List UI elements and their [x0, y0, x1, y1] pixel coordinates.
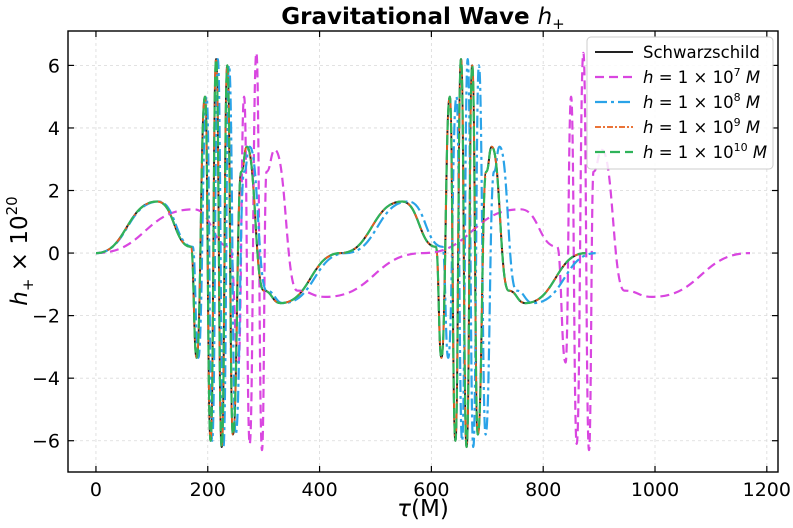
- x-tick-label: 200: [190, 479, 226, 501]
- legend-label: h = 1 × 108 M: [643, 91, 760, 112]
- x-axis-label: τ(M): [397, 496, 449, 522]
- legend-label: h = 1 × 109 M: [643, 116, 760, 137]
- y-tick-label: −4: [32, 368, 60, 390]
- chart-title-text: Gravitational Wave: [281, 4, 537, 30]
- y-axis-exponent: 20: [3, 196, 21, 215]
- chart-title-math: h: [538, 4, 553, 30]
- x-tick-label: 1200: [743, 479, 791, 501]
- series-group: [95, 51, 751, 452]
- y-axis-symbol-sub: +: [19, 279, 37, 292]
- legend-label: Schwarzschild: [643, 43, 760, 62]
- series-line-1: [95, 51, 751, 452]
- axis-ticks: 0 200 400 600 800 1000 1200 −6 −4 −2 0 2 4 6: [32, 31, 791, 501]
- legend-label: h = 1 × 1010 M: [643, 141, 767, 162]
- x-tick-label: 800: [525, 479, 561, 501]
- y-tick-label: 4: [48, 118, 60, 140]
- y-axis-symbol: h: [7, 291, 33, 306]
- y-tick-label: 0: [48, 243, 60, 265]
- y-tick-label: 6: [48, 55, 60, 77]
- legend-label: h = 1 × 107 M: [643, 66, 760, 87]
- chart-title-math-sub: +: [552, 15, 565, 33]
- legend: Schwarzschild h = 1 × 107 M h = 1 × 108 M h…: [586, 36, 774, 170]
- series-line-4: [95, 58, 586, 449]
- y-tick-label: 2: [48, 181, 60, 203]
- plot-frame: [67, 30, 779, 473]
- x-axis-unit: (M): [411, 496, 449, 522]
- legend-box: [586, 36, 774, 170]
- y-axis-label: h+ × 1020: [3, 196, 37, 305]
- chart-title: Gravitational Wave h+: [281, 4, 564, 33]
- x-axis-symbol: τ: [397, 496, 411, 522]
- x-tick-label: 1000: [631, 479, 679, 501]
- y-tick-label: −2: [32, 306, 60, 328]
- x-tick-label: 400: [301, 479, 337, 501]
- y-tick-label: −6: [32, 431, 60, 453]
- x-tick-label: 0: [90, 479, 102, 501]
- x-tick-label: 600: [413, 479, 449, 501]
- y-axis-multiplier: × 10: [7, 215, 33, 278]
